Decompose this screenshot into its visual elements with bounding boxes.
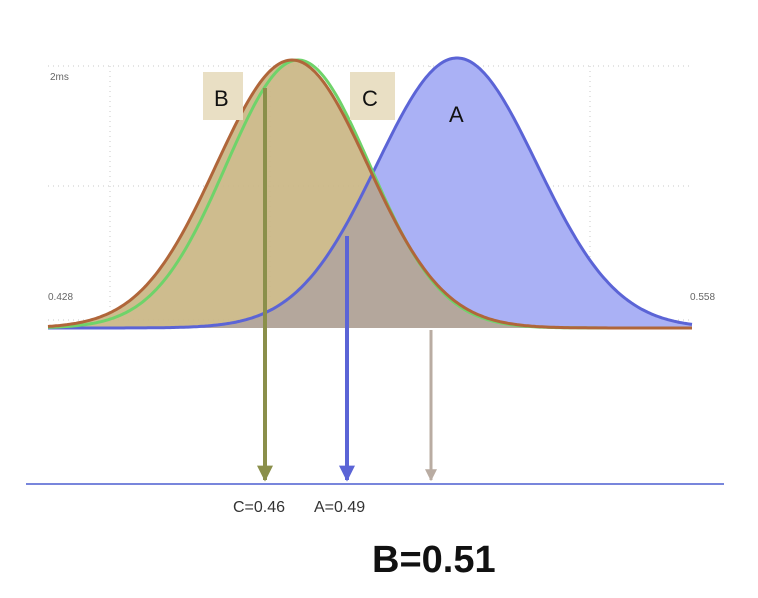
curve-b-label-bg (203, 72, 243, 120)
curve-b-line (47, 58, 692, 330)
axis-left-label: 0.428 (48, 292, 73, 303)
marker-b-label: B=0.51 (372, 539, 496, 581)
curve-a-label: A (449, 102, 464, 127)
overlap-fill (48, 174, 692, 328)
marker-a-label: A=0.49 (314, 499, 365, 516)
curve-a-line (48, 56, 693, 330)
curve-c-label: C (362, 86, 378, 111)
axis-right-label: 0.558 (690, 292, 715, 303)
curve-c-label-bg (350, 72, 395, 120)
axis-top-label: 2ms (50, 72, 69, 83)
marker-c-label: C=0.46 (233, 499, 285, 516)
curve-b-label: B (214, 86, 229, 111)
